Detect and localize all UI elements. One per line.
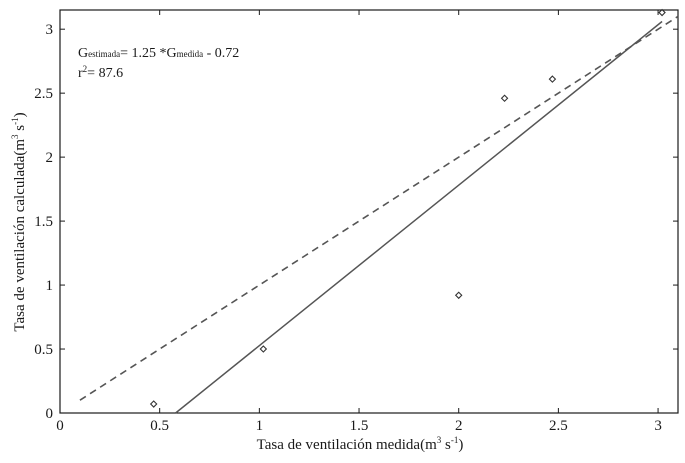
data-point	[456, 292, 462, 298]
y-axis-label: Tasa de ventilación calculada(m3 s-1)	[10, 112, 28, 331]
data-point	[549, 76, 555, 82]
y-tick-label: 3	[46, 22, 54, 38]
data-point	[260, 346, 266, 352]
x-axis-label: Tasa de ventilación medida(m3 s-1)	[257, 435, 464, 453]
reference-line-1to1	[80, 16, 678, 400]
x-tick-label: 0	[56, 418, 64, 434]
regression-line	[176, 22, 662, 413]
plot-frame	[60, 10, 678, 413]
x-tick-label: 0.5	[150, 418, 169, 434]
x-tick-label: 1	[256, 418, 264, 434]
data-point	[502, 95, 508, 101]
y-tick-label: 2.5	[34, 86, 53, 102]
y-tick-label: 2	[46, 150, 54, 166]
y-tick-label: 0.5	[34, 342, 53, 358]
x-tick-label: 2.5	[549, 418, 568, 434]
annotation-r-squared: r2= 87.6	[78, 64, 123, 81]
annotation-equation: Gestimada= 1.25 *Gmedida - 0.72	[78, 46, 239, 61]
axis-ticks: 0 0.5 1 1.5 2 2.5 3 0 0.5 1 1.5 2 2.5 3	[34, 10, 678, 434]
series	[80, 10, 678, 413]
x-tick-label: 2	[455, 418, 463, 434]
y-tick-label: 1	[46, 278, 54, 294]
y-tick-label: 1.5	[34, 214, 53, 230]
plot-area	[60, 10, 678, 413]
x-tick-label: 3	[654, 418, 662, 434]
data-point	[151, 401, 157, 407]
y-tick-label: 0	[46, 406, 54, 422]
x-tick-label: 1.5	[350, 418, 369, 434]
